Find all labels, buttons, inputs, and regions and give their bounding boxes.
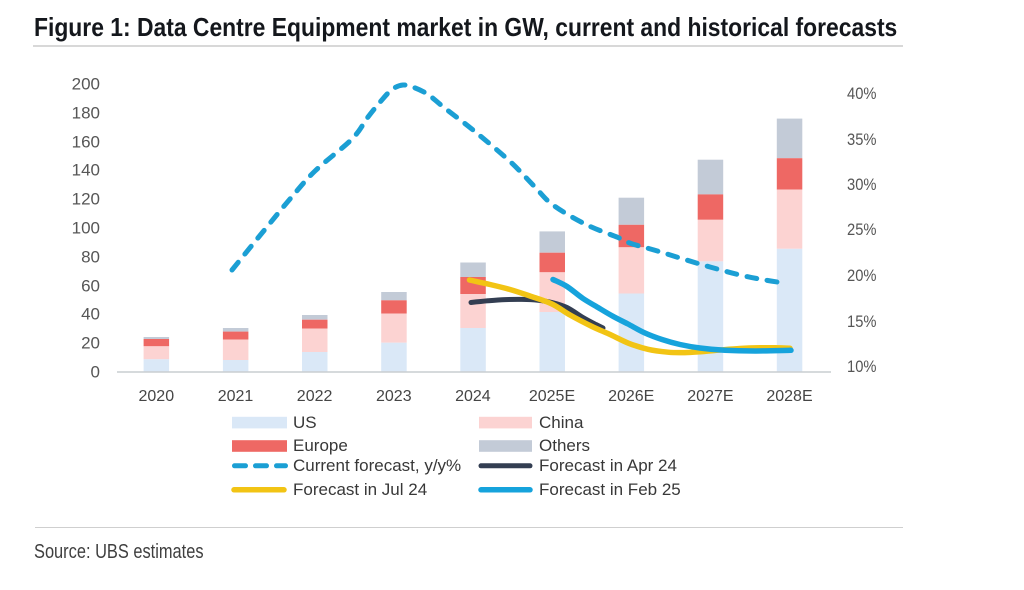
svg-text:2025E: 2025E (529, 388, 575, 405)
svg-text:2021: 2021 (218, 388, 254, 405)
svg-text:40%: 40% (847, 85, 877, 103)
svg-text:160: 160 (72, 133, 100, 152)
svg-text:0: 0 (91, 363, 100, 382)
svg-text:20%: 20% (847, 267, 877, 285)
svg-text:25%: 25% (847, 221, 877, 239)
svg-text:140: 140 (72, 161, 100, 180)
svg-text:80: 80 (81, 248, 100, 267)
svg-text:120: 120 (72, 190, 100, 209)
svg-text:15%: 15% (847, 313, 877, 331)
svg-text:2023: 2023 (376, 388, 412, 405)
svg-text:2027E: 2027E (687, 388, 733, 405)
svg-text:20: 20 (81, 334, 100, 353)
svg-text:2020: 2020 (139, 388, 175, 405)
svg-text:30%: 30% (847, 176, 877, 194)
svg-text:200: 200 (72, 75, 100, 94)
svg-text:2026E: 2026E (608, 388, 654, 405)
svg-text:60: 60 (81, 277, 100, 296)
svg-text:40: 40 (81, 305, 100, 324)
svg-text:2028E: 2028E (766, 388, 812, 405)
svg-text:180: 180 (72, 104, 100, 123)
svg-text:10%: 10% (847, 358, 877, 376)
svg-text:2024: 2024 (455, 388, 491, 405)
svg-text:2022: 2022 (297, 388, 333, 405)
svg-text:35%: 35% (847, 131, 877, 149)
svg-text:100: 100 (72, 219, 100, 238)
